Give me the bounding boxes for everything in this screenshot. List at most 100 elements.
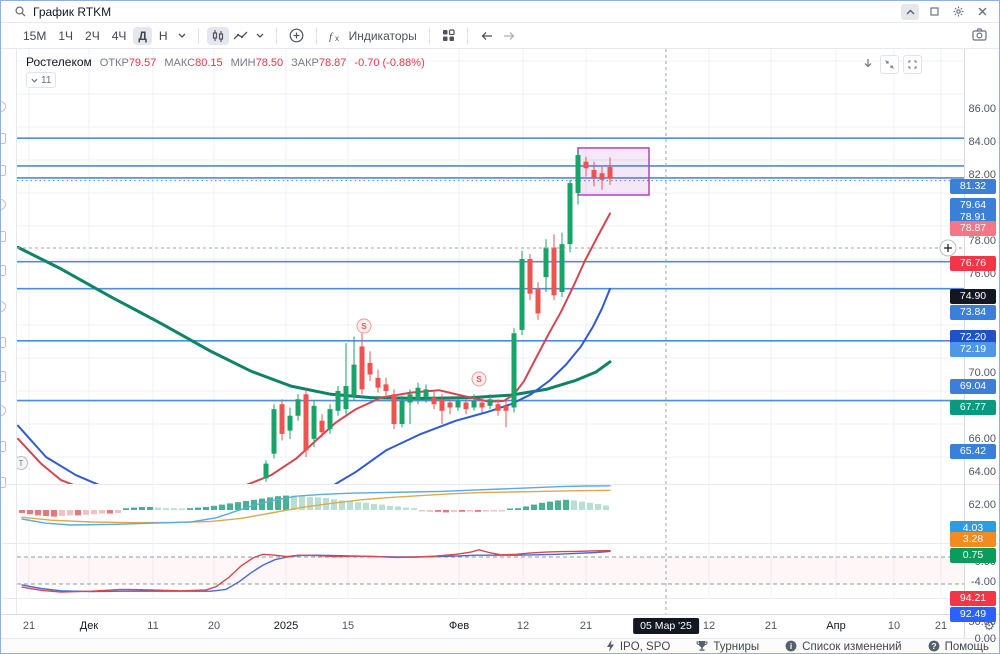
trophy-icon: [696, 640, 708, 654]
candle: [439, 399, 445, 411]
macd-histogram-bar: [355, 502, 361, 510]
macd-histogram-bar: [171, 508, 177, 510]
screenshot-camera-icon[interactable]: [968, 26, 991, 43]
macd-histogram-bar: [587, 502, 593, 510]
timeframe-button-4Ч[interactable]: 4Ч: [111, 28, 127, 43]
candle: [551, 247, 557, 296]
macd-histogram-bar: [371, 504, 377, 510]
candle: [527, 259, 533, 294]
rectangle-drawing: [577, 147, 650, 196]
hidden-indicators-toggle[interactable]: 11: [26, 72, 57, 88]
macd-histogram-bar: [579, 501, 585, 510]
price-tick: 76.00: [968, 268, 996, 280]
drawing-tool-icon[interactable]: [1, 405, 6, 416]
macd-histogram-bar: [147, 507, 153, 510]
macd-histogram-bar: [259, 498, 265, 510]
timeframe-button-Д[interactable]: Д: [133, 26, 152, 45]
drawing-tool-icon[interactable]: [1, 301, 6, 312]
macd-histogram-bar: [563, 499, 569, 510]
gridlines: [17, 49, 964, 598]
sell-signal-marker: S: [471, 371, 487, 387]
style-more-chevron-icon[interactable]: [252, 31, 268, 40]
window-settings-gear-icon[interactable]: [949, 4, 967, 20]
macd-histogram-bar: [163, 508, 169, 510]
question-icon: ?: [928, 640, 940, 654]
drawing-tool-icon[interactable]: [1, 477, 6, 488]
timeframe-button-1Ч[interactable]: 1Ч: [58, 28, 74, 43]
drawing-tool-icon[interactable]: [1, 133, 6, 144]
time-tick: 21: [22, 620, 36, 632]
candlestick-style-button[interactable]: [206, 26, 229, 45]
macd-histogram-bar: [179, 508, 185, 510]
macd-histogram-bar: [403, 507, 409, 510]
maximize-window-button[interactable]: [925, 4, 943, 20]
collapse-window-button[interactable]: [901, 3, 919, 20]
price-axis[interactable]: 86.00 84.00 82.00 78.00 76.00 70.00 66.00 64.00…: [946, 97, 999, 653]
macd-histogram-bar: [75, 510, 81, 516]
svg-text:x: x: [335, 34, 339, 42]
drawing-tool-icon[interactable]: [1, 371, 6, 382]
legend-ohlc-label: МАКС: [164, 57, 196, 69]
time-axis[interactable]: ⚙ 21 Дек 11 20 2025 15 Фев 12 21 12 21 Апр 10 21 05 Ма…: [1, 614, 999, 638]
macd-histogram-bar: [195, 507, 201, 510]
drawing-tool-icon[interactable]: [1, 101, 6, 112]
pane-separator[interactable]: [2, 484, 999, 485]
drawing-toolbar-clipped[interactable]: [1, 49, 17, 614]
price-pane: S S T: [17, 137, 964, 484]
candle: [271, 409, 277, 454]
compare-add-button[interactable]: [285, 26, 308, 45]
macd-histogram-bar: [67, 510, 73, 516]
price-label-badge: 94.21: [950, 590, 996, 606]
drawing-tool-icon[interactable]: [1, 337, 6, 348]
macd-histogram-bar: [27, 510, 33, 515]
price-label-badge: 79.64: [950, 197, 996, 213]
statusbar-item-турниры[interactable]: Турниры: [696, 640, 759, 654]
candle: [423, 389, 429, 398]
pane-separator[interactable]: [2, 543, 999, 544]
macd-histogram-bar: [387, 505, 393, 510]
fullscreen-icon[interactable]: [903, 55, 922, 74]
macd-histogram-bar: [435, 510, 441, 512]
statusbar-item-помощь[interactable]: ? Помощь: [928, 640, 989, 654]
timeframe-button-15М[interactable]: 15М: [23, 28, 47, 43]
drawing-tool-icon[interactable]: [1, 441, 6, 452]
timeframe-button-2Ч[interactable]: 2Ч: [85, 28, 100, 43]
statusbar-item-ipo-spo[interactable]: IPO, SPO: [606, 639, 670, 654]
legend-symbol: Ростелеком: [26, 55, 92, 69]
macd-histogram-bar: [59, 510, 65, 516]
collapse-pane-icon[interactable]: [880, 55, 899, 74]
layout-grid-button[interactable]: [438, 27, 459, 44]
timeframe-group: 15М 1Ч 2Ч 4Ч Д Н: [17, 26, 174, 45]
svg-text:S: S: [476, 375, 482, 384]
lightning-icon: [606, 639, 615, 654]
scroll-to-recent-icon[interactable]: [859, 55, 876, 72]
axis-settings-gear-icon[interactable]: ⚙: [983, 618, 995, 633]
drawing-tool-icon[interactable]: [1, 265, 6, 276]
macd-histogram-bar: [523, 506, 529, 510]
statusbar-item-список-изменений[interactable]: i Список изменений: [785, 640, 902, 653]
candle: [543, 247, 549, 278]
macd-histogram-bar: [603, 505, 609, 510]
undo-button[interactable]: [476, 29, 498, 43]
macd-histogram-bar: [555, 500, 561, 510]
redo-button[interactable]: [498, 29, 520, 43]
pane-separator[interactable]: [2, 598, 999, 599]
candle: [559, 244, 565, 292]
close-window-button[interactable]: [973, 4, 991, 20]
candle: [263, 463, 269, 479]
macd-histogram-bar: [267, 497, 273, 510]
candle: [567, 183, 573, 245]
candlestick-chart[interactable]: S S T: [17, 49, 964, 614]
chart-plot-area[interactable]: S S T Ростелеком ОТКР79.57 МАКС80.15 МИН78.50…: [17, 49, 964, 614]
time-tick: 21: [579, 620, 593, 632]
timeframe-button-Н[interactable]: Н: [158, 28, 168, 43]
drawing-tool-icon[interactable]: [1, 231, 6, 242]
chevron-down-icon: [31, 78, 38, 83]
drawing-tool-icon[interactable]: [1, 165, 6, 176]
timeframe-more-chevron-icon[interactable]: [174, 31, 190, 40]
line-style-button[interactable]: [229, 28, 252, 44]
drawing-tool-icon[interactable]: [1, 199, 6, 210]
text-tool-marker: T: [17, 456, 28, 470]
macd-histogram-bar: [395, 506, 401, 510]
